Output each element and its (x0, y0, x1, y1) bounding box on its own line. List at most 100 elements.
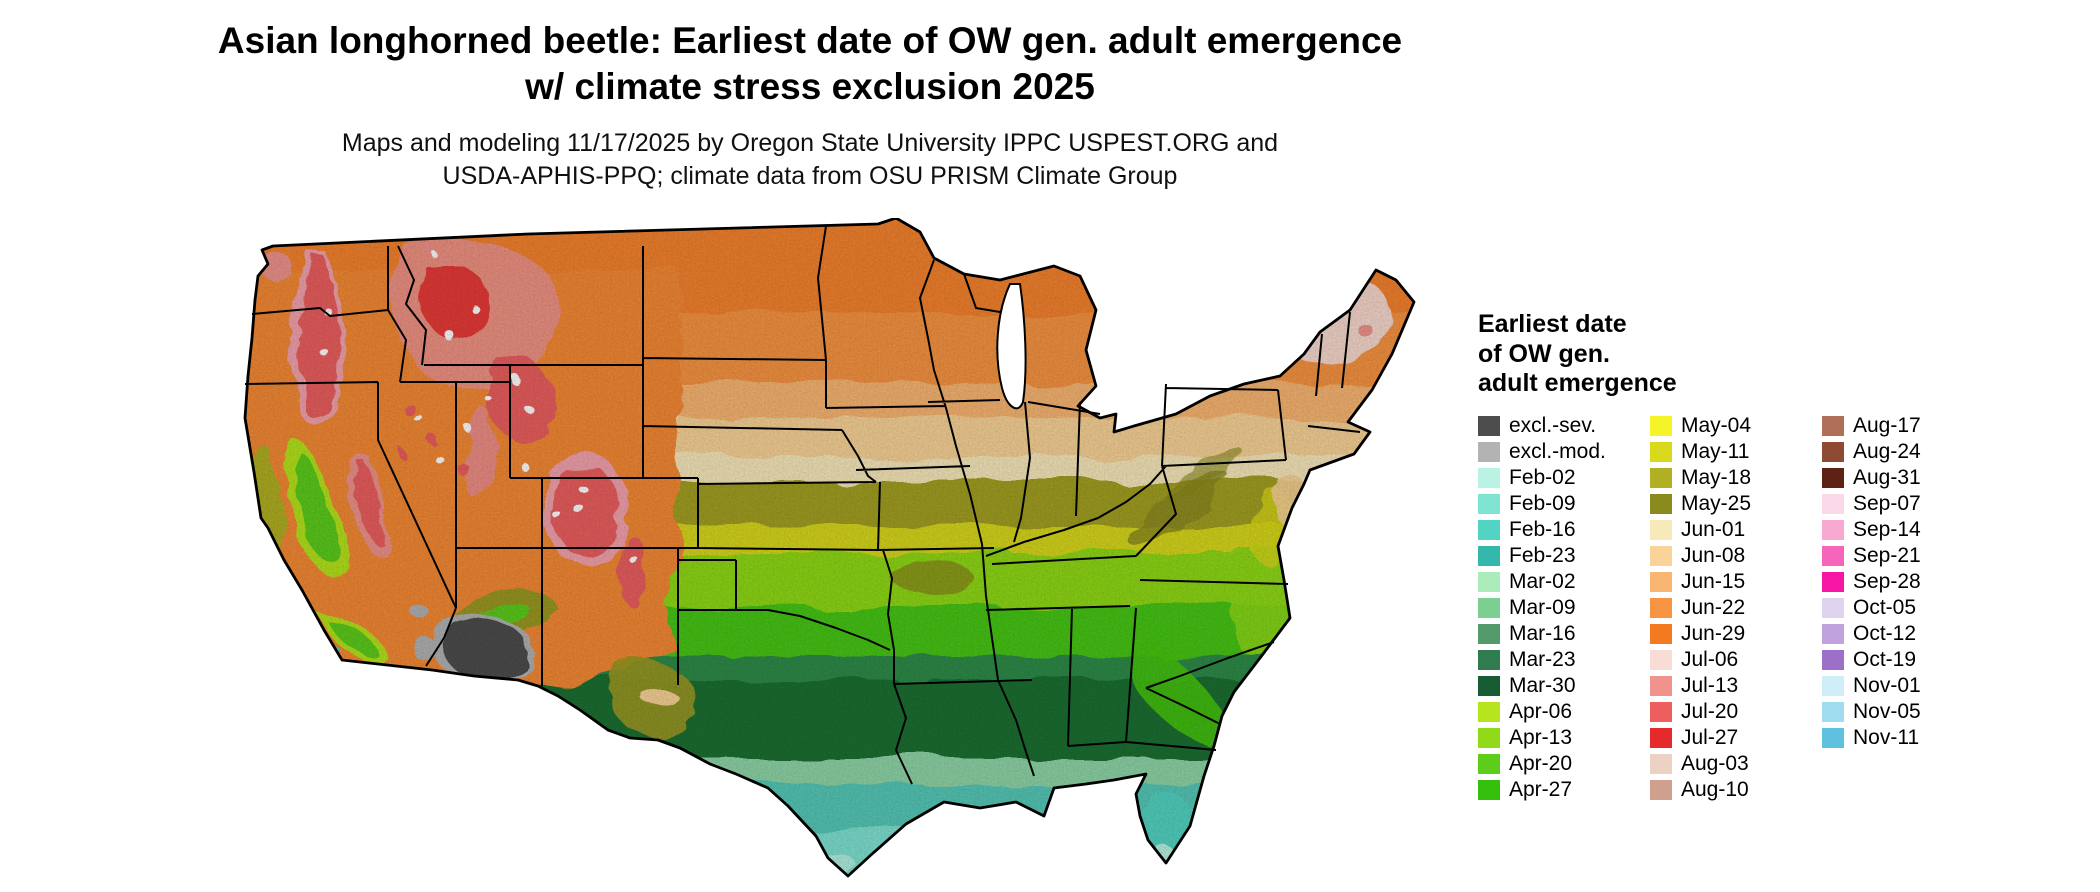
legend-color-swatch (1822, 623, 1844, 644)
legend-color-swatch (1650, 701, 1672, 722)
legend-color-swatch (1650, 415, 1672, 436)
legend-color-swatch (1650, 753, 1672, 774)
legend-item-label: Oct-05 (1853, 595, 1917, 619)
legend-color-swatch (1478, 441, 1500, 462)
legend-item-label: Sep-28 (1853, 569, 1921, 593)
legend-color-swatch (1822, 467, 1844, 488)
legend-item: Apr-20 (1478, 751, 1650, 777)
legend-item-label: Aug-24 (1853, 439, 1921, 463)
legend-item: Jul-13 (1650, 673, 1822, 699)
legend-item-label: Jul-06 (1681, 647, 1739, 671)
legend-item: Aug-17 (1822, 413, 1921, 439)
legend-item: Sep-14 (1822, 517, 1921, 543)
legend-item-label: Sep-07 (1853, 491, 1921, 515)
us-map-svg (243, 218, 1416, 878)
legend-color-swatch (1822, 597, 1844, 618)
legend-color-swatch (1650, 441, 1672, 462)
legend-color-swatch (1650, 571, 1672, 592)
legend-color-swatch (1478, 779, 1500, 800)
state-borders (244, 225, 1361, 785)
legend-item-label: Sep-14 (1853, 517, 1921, 541)
legend-column-2: May-04 May-11 May-18 May-25 Jun-01 Jun-0… (1650, 413, 1822, 803)
legend-item: Apr-27 (1478, 777, 1650, 803)
legend-item: Sep-28 (1822, 569, 1921, 595)
map-header: Asian longhorned beetle: Earliest date o… (160, 18, 1460, 194)
legend-item-label: Mar-02 (1509, 569, 1576, 593)
legend-item-label: Mar-30 (1509, 673, 1576, 697)
legend-color-swatch (1650, 649, 1672, 670)
legend-color-swatch (1822, 649, 1844, 670)
legend-color-swatch (1478, 753, 1500, 774)
legend-item-label: Nov-11 (1853, 725, 1920, 749)
legend-item: Oct-19 (1822, 647, 1921, 673)
legend-item: Jun-15 (1650, 569, 1822, 595)
legend-item: Nov-11 (1822, 725, 1921, 751)
legend-item-label: excl.-sev. (1509, 413, 1597, 437)
legend-item: May-04 (1650, 413, 1822, 439)
legend-color-swatch (1478, 675, 1500, 696)
legend-item: Mar-09 (1478, 595, 1650, 621)
legend-item: Mar-30 (1478, 673, 1650, 699)
legend-color-swatch (1478, 571, 1500, 592)
legend-item-label: Aug-03 (1681, 751, 1749, 775)
legend-item: Sep-21 (1822, 543, 1921, 569)
legend-item: Apr-13 (1478, 725, 1650, 751)
legend-item: Oct-12 (1822, 621, 1921, 647)
legend-item: Feb-23 (1478, 543, 1650, 569)
legend-color-swatch (1650, 519, 1672, 540)
legend-color-swatch (1822, 493, 1844, 514)
legend-item: Jul-06 (1650, 647, 1822, 673)
legend-title-line1: Earliest date (1478, 310, 1627, 338)
legend-item-label: Aug-31 (1853, 465, 1921, 489)
legend-item-label: Oct-19 (1853, 647, 1917, 671)
legend-color-swatch (1650, 467, 1672, 488)
legend-color-swatch (1650, 623, 1672, 644)
page-title-line1: Asian longhorned beetle: Earliest date o… (217, 20, 1403, 61)
legend-color-swatch (1822, 675, 1844, 696)
legend-color-swatch (1822, 727, 1844, 748)
legend-item: Feb-02 (1478, 465, 1650, 491)
legend-title-line2: of OW gen. (1478, 339, 1610, 368)
page-subtitle-line1: Maps and modeling 11/17/2025 by Oregon S… (341, 128, 1279, 157)
legend-column-1: excl.-sev. excl.-mod. Feb-02 Feb-09 Feb-… (1478, 413, 1650, 803)
legend-item: May-18 (1650, 465, 1822, 491)
legend-color-swatch (1478, 415, 1500, 436)
legend-item: Jul-20 (1650, 699, 1822, 725)
legend-color-swatch (1650, 493, 1672, 514)
legend-color-swatch (1478, 649, 1500, 670)
legend-item: Jun-01 (1650, 517, 1822, 543)
legend-color-swatch (1650, 597, 1672, 618)
legend-color-swatch (1822, 701, 1844, 722)
legend-item-label: May-04 (1681, 413, 1752, 437)
legend-item: Sep-07 (1822, 491, 1921, 517)
legend-item: Jul-27 (1650, 725, 1822, 751)
legend-item: Aug-10 (1650, 777, 1822, 803)
legend-item-label: Nov-05 (1853, 699, 1921, 723)
legend-item-label: Jul-20 (1681, 699, 1739, 723)
legend-item: Nov-01 (1822, 673, 1921, 699)
legend-item-label: Apr-27 (1509, 777, 1573, 801)
legend-item-label: Feb-23 (1509, 543, 1576, 567)
legend-color-swatch (1822, 545, 1844, 566)
legend-item: Aug-03 (1650, 751, 1822, 777)
legend-color-swatch (1822, 519, 1844, 540)
legend-color-swatch (1478, 701, 1500, 722)
legend-item-label: Feb-09 (1509, 491, 1576, 515)
legend-item: Mar-23 (1478, 647, 1650, 673)
legend-color-swatch (1478, 727, 1500, 748)
legend-item: Jun-22 (1650, 595, 1822, 621)
legend-color-swatch (1822, 441, 1844, 462)
legend-item-label: Sep-21 (1853, 543, 1921, 567)
us-emergence-map (228, 218, 1420, 881)
legend-item: Feb-09 (1478, 491, 1650, 517)
legend-item-label: Jun-22 (1681, 595, 1746, 619)
legend-item: Jun-08 (1650, 543, 1822, 569)
legend-item-label: May-25 (1681, 491, 1752, 515)
legend-columns: excl.-sev. excl.-mod. Feb-02 Feb-09 Feb-… (1478, 413, 2088, 803)
lake-michigan (996, 283, 1027, 410)
page-title: Asian longhorned beetle: Earliest date o… (160, 18, 1460, 111)
legend-item: May-11 (1650, 439, 1822, 465)
legend-item: Aug-31 (1822, 465, 1921, 491)
legend-item-label: Mar-23 (1509, 647, 1576, 671)
